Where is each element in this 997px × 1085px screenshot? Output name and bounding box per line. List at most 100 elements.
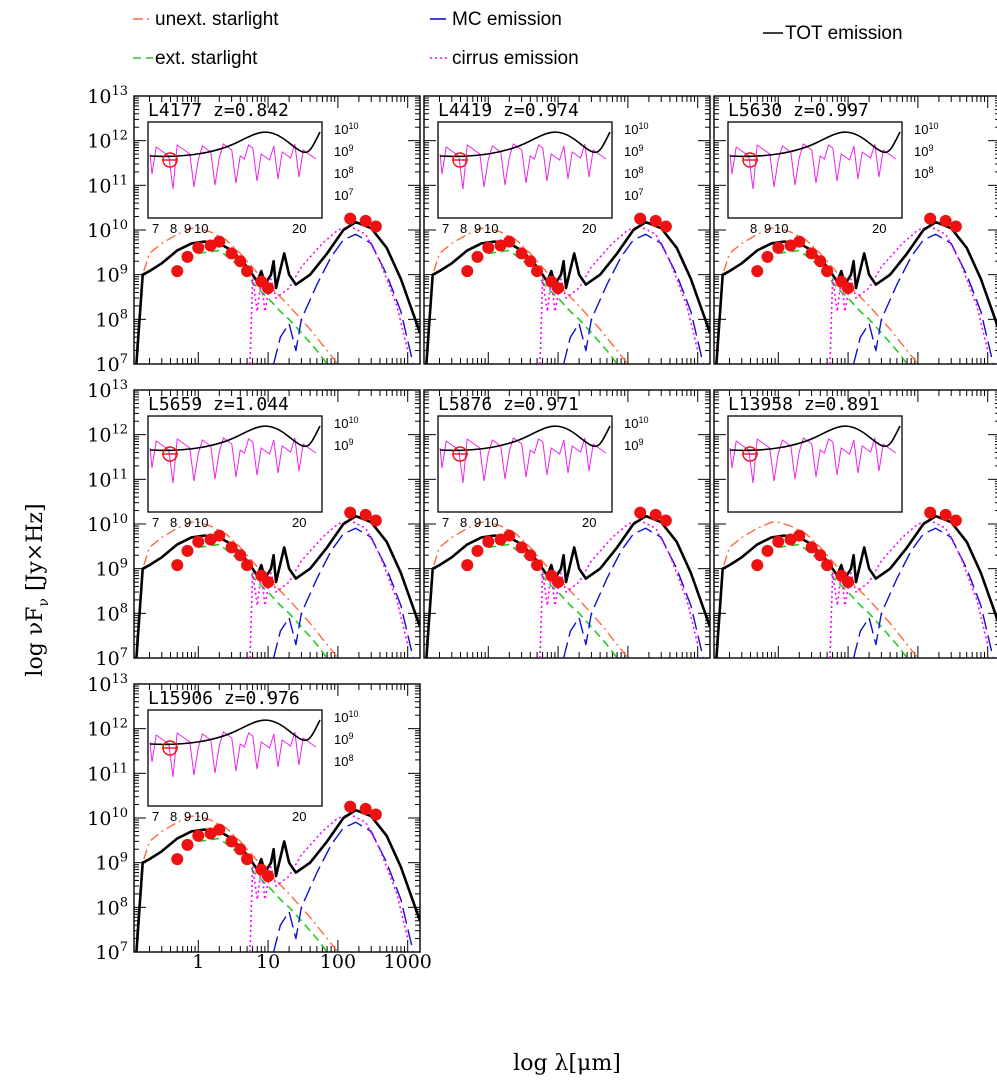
inset-x-tick: 20 bbox=[292, 221, 306, 236]
inset-x-tick: 7 bbox=[442, 515, 449, 530]
unext-starlight-line bbox=[135, 521, 339, 658]
sed-panel: 1010 109 7 8 9 10 20 L5876 z=0.971 bbox=[423, 389, 711, 659]
inset-x-tick: 10 bbox=[774, 221, 788, 236]
photometry-point bbox=[225, 541, 238, 554]
unext-starlight-line bbox=[425, 227, 629, 364]
inset-y-tick: 1010 bbox=[334, 709, 358, 725]
inset-frame bbox=[147, 709, 323, 807]
inset-x-tick: 10 bbox=[194, 809, 208, 824]
inset-y-tick: 109 bbox=[914, 143, 933, 159]
inset-y-tick: 107 bbox=[624, 187, 643, 203]
photometry-point bbox=[772, 241, 785, 254]
panel-label: L15906 z=0.976 bbox=[148, 688, 300, 709]
panel-curves bbox=[135, 800, 420, 952]
inset-x-tick: 10 bbox=[484, 515, 498, 530]
inset-x-tick: 9 bbox=[184, 809, 191, 824]
photometry-point bbox=[171, 853, 184, 866]
inset-frame bbox=[437, 415, 613, 513]
legend-entry: MC emission bbox=[430, 9, 562, 30]
inset-x-tick: 10 bbox=[194, 221, 208, 236]
ext-starlight-line bbox=[488, 543, 618, 658]
photometry-point bbox=[793, 529, 806, 542]
y-tick-label: 108 bbox=[96, 601, 128, 625]
y-tick-label: 109 bbox=[96, 851, 128, 875]
spectrum-inset: 1010 109 7 8 9 10 20 bbox=[147, 415, 358, 530]
photometry-point bbox=[524, 255, 537, 268]
photometry-point bbox=[805, 247, 818, 260]
legend: unext. starlight MC emission TOT emission e… bbox=[133, 9, 903, 69]
unext-starlight-line bbox=[425, 521, 629, 658]
photometry-point bbox=[359, 802, 372, 815]
sed-panel: 1010 109 108 107 7 8 9 10 20 L4419 z=0.974 bbox=[423, 95, 711, 365]
inset-x-tick: 20 bbox=[582, 221, 596, 236]
spectrum-inset: 1010 109 7 8 9 10 20 bbox=[437, 415, 648, 530]
unext-starlight-line bbox=[715, 227, 919, 364]
panel-label: L5659 z=1.044 bbox=[148, 394, 289, 415]
ext-starlight-line bbox=[778, 543, 908, 658]
spectrum-inset: 1010 109 108 8 9 10 20 bbox=[727, 121, 938, 236]
photometry-point bbox=[359, 214, 372, 227]
photometry-point bbox=[842, 576, 855, 589]
photometry-point bbox=[649, 508, 662, 521]
y-axis-label: log νFν [Jy×Hz] bbox=[23, 503, 52, 676]
photometry-point bbox=[171, 265, 184, 278]
photometry-point bbox=[461, 265, 474, 278]
y-tick-label: 1012 bbox=[87, 423, 128, 447]
inset-x-tick: 8 bbox=[170, 809, 177, 824]
photometry-point bbox=[471, 250, 484, 263]
inset-x-tick: 8 bbox=[460, 221, 467, 236]
sed-panel: 1010 109 108 7 8 9 10 20 L15906 z=0.976 bbox=[133, 683, 421, 953]
photometry-point bbox=[461, 559, 474, 572]
photometry-point bbox=[515, 247, 528, 260]
inset-y-tick: 108 bbox=[624, 165, 643, 181]
inset-x-tick: 20 bbox=[582, 515, 596, 530]
y-tick-label: 1012 bbox=[87, 129, 128, 153]
photometry-point bbox=[181, 250, 194, 263]
inset-x-tick: 20 bbox=[292, 515, 306, 530]
inset-x-tick: 9 bbox=[474, 515, 481, 530]
photometry-point bbox=[344, 506, 357, 519]
inset-frame bbox=[437, 121, 613, 219]
inset-frame bbox=[147, 121, 323, 219]
tot-emission-line bbox=[715, 514, 997, 658]
photometry-point bbox=[531, 265, 544, 278]
photometry-point bbox=[552, 576, 565, 589]
inset-x-tick: 7 bbox=[442, 221, 449, 236]
panel-curves bbox=[425, 212, 710, 364]
inset-model-line bbox=[439, 425, 611, 452]
y-tick-label: 108 bbox=[96, 895, 128, 919]
y-tick-label: 1012 bbox=[87, 717, 128, 741]
photometry-point bbox=[241, 265, 254, 278]
ext-starlight-line bbox=[198, 543, 328, 658]
photometry-point bbox=[821, 265, 834, 278]
panel-curves bbox=[715, 212, 997, 364]
photometry-point bbox=[213, 529, 226, 542]
inset-y-tick: 107 bbox=[334, 187, 353, 203]
inset-model-line bbox=[439, 131, 611, 158]
photometry-point bbox=[751, 559, 764, 572]
y-tick-label: 1013 bbox=[87, 672, 128, 696]
photometry-point bbox=[234, 843, 247, 856]
inset-x-tick: 8 bbox=[170, 515, 177, 530]
photometry-point bbox=[761, 250, 774, 263]
panel-label: L4419 z=0.974 bbox=[438, 100, 579, 121]
photometry-point bbox=[634, 212, 647, 225]
sed-panel: L13958 z=0.891 bbox=[713, 389, 997, 659]
inset-y-tick: 108 bbox=[914, 165, 933, 181]
legend-label: cirrus emission bbox=[452, 48, 579, 69]
inset-y-tick: 1010 bbox=[334, 415, 358, 431]
tot-emission-line bbox=[135, 808, 420, 952]
inset-y-tick: 109 bbox=[624, 437, 643, 453]
inset-model-line bbox=[149, 131, 321, 158]
y-tick-label: 107 bbox=[96, 352, 128, 376]
y-tick-label: 108 bbox=[96, 307, 128, 331]
inset-y-tick: 108 bbox=[334, 753, 353, 769]
x-axis-label: log λ[μm] bbox=[513, 1051, 621, 1076]
inset-x-tick: 7 bbox=[152, 809, 159, 824]
photometry-point bbox=[225, 835, 238, 848]
legend-entry: unext. starlight bbox=[133, 9, 279, 30]
tot-emission-line bbox=[715, 220, 997, 364]
inset-y-tick: 1010 bbox=[624, 121, 648, 137]
